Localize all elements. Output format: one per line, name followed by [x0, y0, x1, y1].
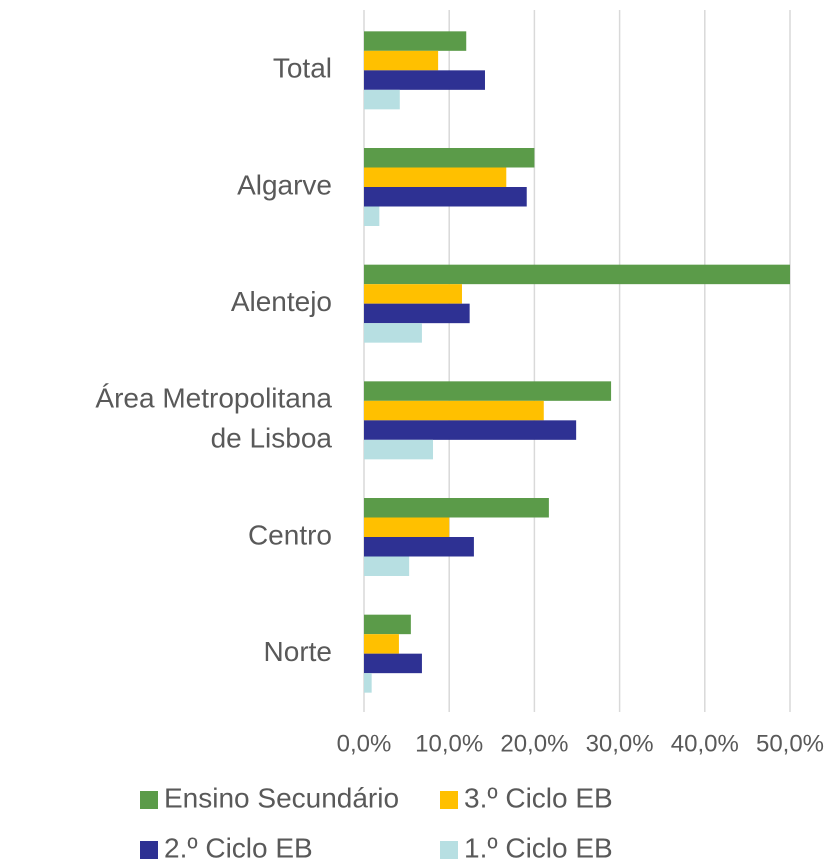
bar	[364, 400, 544, 421]
legend-label: 2.º Ciclo EB	[164, 832, 313, 863]
bar	[364, 264, 790, 285]
x-tick-label: 50,0%	[756, 730, 824, 757]
y-tick-label: Algarve	[237, 169, 332, 200]
y-tick-label: Alentejo	[231, 286, 332, 317]
y-tick-label: Centro	[248, 519, 332, 550]
x-tick-label: 0,0%	[337, 730, 392, 757]
bar	[364, 50, 439, 71]
bar	[364, 498, 549, 518]
bar	[364, 70, 485, 90]
bar	[364, 653, 422, 674]
bar	[364, 284, 462, 304]
y-tick-label: Norte	[264, 636, 332, 667]
legend-label: 3.º Ciclo EB	[464, 782, 613, 813]
bar	[364, 420, 577, 440]
bar	[364, 31, 467, 51]
bar	[364, 537, 474, 557]
y-tick-label: Área Metropolitana de Lisboa	[95, 383, 332, 454]
bar	[364, 167, 507, 187]
bar	[364, 303, 470, 324]
legend-label: Ensino Secundário	[164, 782, 399, 813]
y-tick-label: Total	[273, 53, 332, 84]
legend-swatch	[140, 841, 158, 859]
bar	[364, 323, 422, 343]
bar	[364, 673, 372, 693]
legend-label: 1.º Ciclo EB	[464, 832, 613, 863]
legend-swatch	[440, 841, 458, 859]
bar	[364, 556, 410, 576]
bar	[364, 634, 399, 654]
x-tick-label: 30,0%	[586, 730, 654, 757]
x-tick-label: 20,0%	[500, 730, 568, 757]
bar	[364, 381, 612, 401]
bar	[364, 206, 380, 226]
legend-swatch	[440, 791, 458, 809]
bar	[364, 89, 400, 110]
bar	[364, 614, 411, 635]
x-tick-label: 40,0%	[671, 730, 739, 757]
bar	[364, 148, 535, 168]
bar	[364, 439, 434, 460]
bar	[364, 187, 527, 207]
bar	[364, 517, 450, 537]
legend-swatch	[140, 791, 158, 809]
x-tick-label: 10,0%	[415, 730, 483, 757]
